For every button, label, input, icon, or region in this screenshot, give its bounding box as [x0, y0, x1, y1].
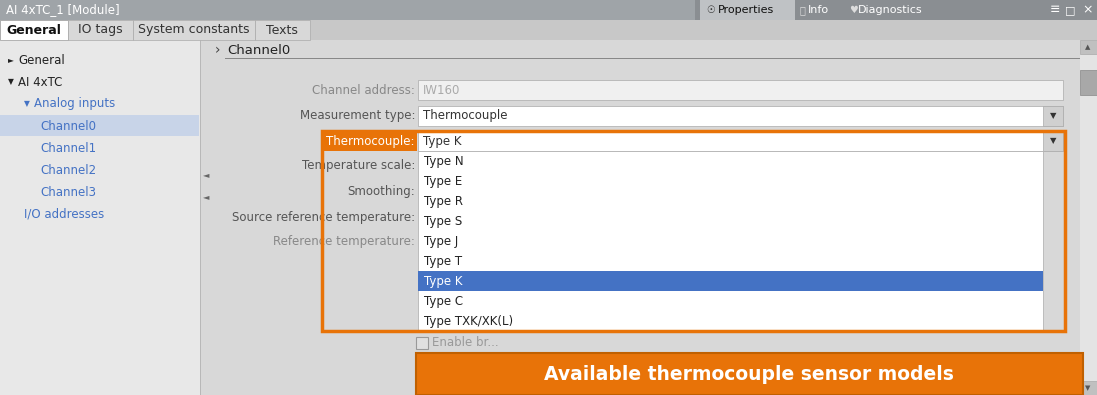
Bar [201, 40, 1097, 59]
Text: ✓: ✓ [418, 356, 426, 366]
Text: Type E: Type E [425, 175, 462, 188]
Text: Thermocouple: Thermocouple [423, 109, 508, 122]
Text: System constants: System constants [138, 23, 250, 36]
Bar [416, 353, 1083, 395]
Text: IW160: IW160 [423, 83, 461, 96]
Text: Type N: Type N [425, 154, 464, 167]
Text: ×: × [1082, 4, 1093, 17]
Text: AI 4xTC_1 [Module]: AI 4xTC_1 [Module] [5, 4, 120, 17]
Text: Type C: Type C [425, 295, 463, 307]
Bar [418, 131, 1063, 151]
Bar [225, 58, 1081, 59]
Text: ♥: ♥ [849, 5, 858, 15]
Bar [324, 131, 417, 151]
Bar [323, 131, 1065, 331]
Text: Enable ov...: Enable ov... [432, 354, 500, 367]
Bar [418, 151, 1043, 331]
Text: Type R: Type R [425, 194, 463, 207]
Text: Analog inputs: Analog inputs [34, 98, 115, 111]
Bar [68, 20, 133, 40]
Bar [416, 337, 428, 349]
Text: General: General [18, 53, 65, 66]
Text: I/O addresses: I/O addresses [24, 207, 104, 220]
Text: Measurement type:: Measurement type: [299, 109, 415, 122]
Bar [0, 115, 199, 136]
Text: Thermocouple:: Thermocouple: [327, 135, 415, 147]
Bar [700, 0, 795, 20]
Text: Type K: Type K [423, 135, 462, 147]
Bar [416, 373, 428, 385]
Text: ▼: ▼ [1085, 385, 1090, 391]
Text: Type S: Type S [425, 214, 462, 228]
Text: Type K: Type K [425, 275, 463, 288]
Text: AI 4xTC: AI 4xTC [18, 75, 63, 88]
Text: ◄: ◄ [203, 171, 210, 179]
Text: □: □ [1065, 5, 1075, 15]
Bar [418, 80, 1063, 100]
Text: Source reference temperature:: Source reference temperature: [231, 211, 415, 224]
Text: Temperature scale:: Temperature scale: [302, 160, 415, 173]
Text: Reference temperature:: Reference temperature: [273, 235, 415, 248]
Text: Channel0: Channel0 [227, 43, 291, 56]
Bar [0, 20, 1097, 40]
Text: Channel2: Channel2 [39, 164, 97, 177]
Text: ▼: ▼ [8, 77, 14, 87]
Bar [201, 59, 1063, 395]
Bar [0, 0, 1097, 20]
Text: Enable br...: Enable br... [432, 337, 499, 350]
Bar [0, 20, 68, 40]
Text: Channel0: Channel0 [39, 120, 97, 132]
Bar [1081, 381, 1097, 395]
Text: ⓘ: ⓘ [800, 5, 806, 15]
Bar [255, 20, 310, 40]
Bar [416, 355, 428, 367]
Text: ▼: ▼ [1050, 137, 1056, 145]
Text: Smoothing:: Smoothing: [348, 184, 415, 198]
Text: Channel address:: Channel address: [313, 83, 415, 96]
Bar [418, 271, 1043, 291]
Text: IO tags: IO tags [78, 23, 122, 36]
Text: Channel1: Channel1 [39, 141, 97, 154]
Bar [201, 40, 1097, 395]
Bar [1081, 40, 1097, 395]
Text: ►: ► [8, 56, 14, 64]
Text: Type J: Type J [425, 235, 459, 248]
Bar [695, 0, 1097, 20]
Text: ✓: ✓ [418, 374, 426, 384]
Text: Type TXK/XK(L): Type TXK/XK(L) [425, 314, 513, 327]
Text: Diagnostics: Diagnostics [858, 5, 923, 15]
Text: ▼: ▼ [24, 100, 30, 109]
Bar [0, 40, 200, 395]
Text: ›: › [215, 43, 220, 57]
Bar [133, 20, 255, 40]
Bar [1043, 131, 1063, 151]
Bar [1043, 106, 1063, 126]
Text: Type T: Type T [425, 254, 462, 267]
Text: ▼: ▼ [1050, 111, 1056, 120]
Text: Enable un...: Enable un... [432, 372, 502, 386]
Text: ▲: ▲ [1085, 44, 1090, 50]
Text: General: General [7, 23, 61, 36]
Text: ◄: ◄ [203, 192, 210, 201]
Bar [1081, 70, 1097, 95]
Text: ≡: ≡ [1050, 4, 1061, 17]
Text: Available thermocouple sensor models: Available thermocouple sensor models [544, 365, 954, 384]
Text: ☉: ☉ [706, 5, 715, 15]
Text: Info: Info [808, 5, 829, 15]
Text: Properties: Properties [719, 5, 774, 15]
Text: Channel3: Channel3 [39, 186, 97, 199]
Text: Texts: Texts [267, 23, 298, 36]
Bar [1081, 40, 1097, 54]
Bar [418, 106, 1063, 126]
